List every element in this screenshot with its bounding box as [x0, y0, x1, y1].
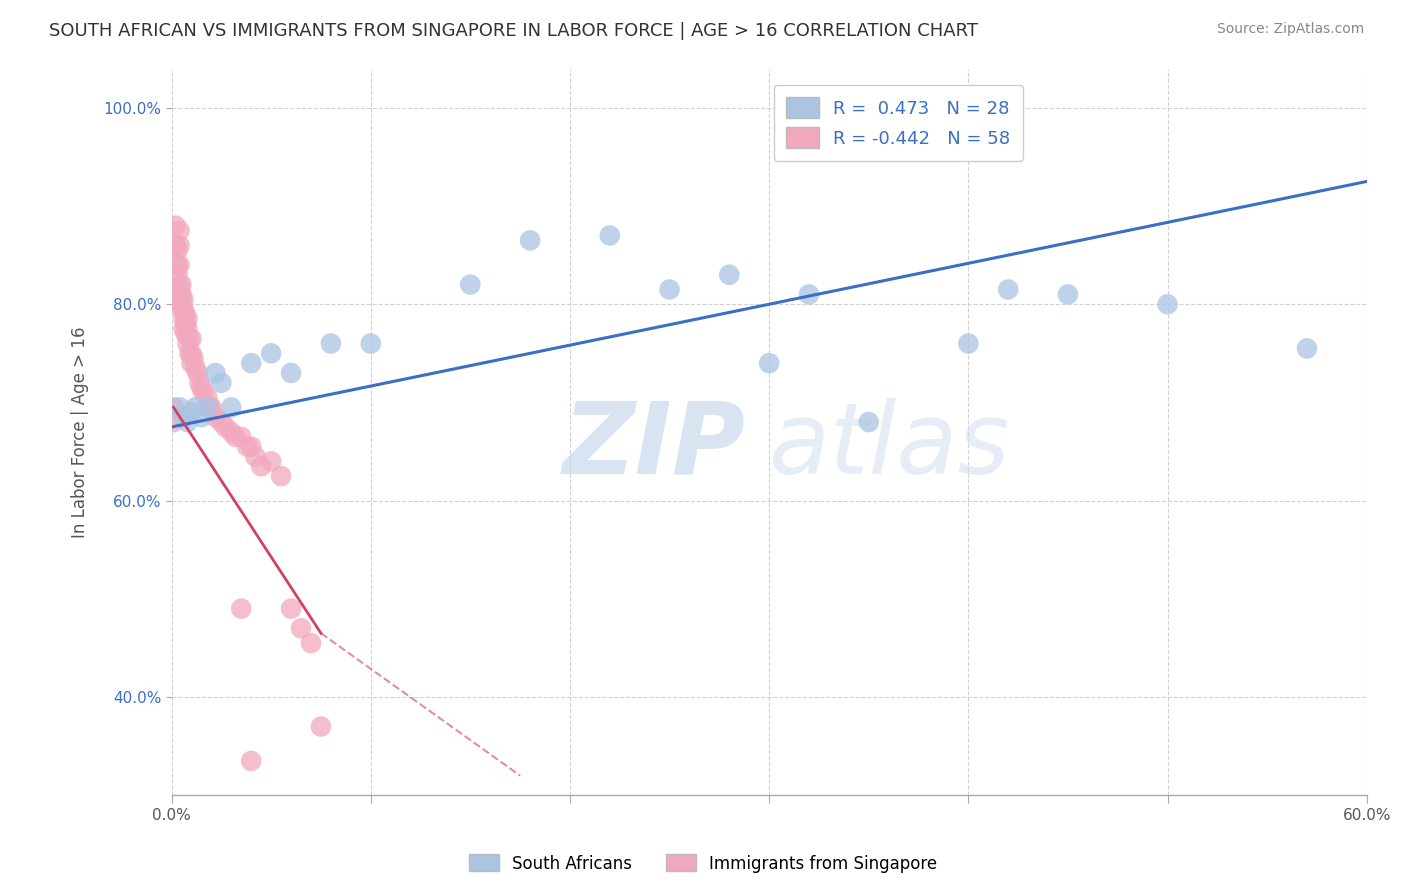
Point — [173, 410, 195, 425]
Point — [166, 268, 188, 282]
Point — [188, 376, 211, 390]
Point — [658, 283, 681, 297]
Point — [209, 415, 232, 429]
Point — [162, 415, 184, 429]
Point — [170, 302, 193, 317]
Point — [170, 287, 193, 301]
Point — [997, 283, 1019, 297]
Point — [176, 336, 198, 351]
Y-axis label: In Labor Force | Age > 16: In Labor Force | Age > 16 — [72, 326, 89, 538]
Text: ZIP: ZIP — [562, 398, 745, 495]
Point — [169, 223, 191, 237]
Point — [197, 391, 219, 405]
Point — [797, 287, 820, 301]
Point — [1156, 297, 1178, 311]
Point — [166, 244, 188, 258]
Point — [176, 312, 198, 326]
Point — [758, 356, 780, 370]
Point — [299, 636, 322, 650]
Point — [173, 322, 195, 336]
Point — [166, 258, 188, 272]
Point — [180, 356, 202, 370]
Point — [180, 346, 202, 360]
Point — [209, 376, 232, 390]
Point — [198, 401, 221, 415]
Point — [174, 307, 197, 321]
Text: atlas: atlas — [769, 398, 1011, 495]
Point — [176, 322, 198, 336]
Point — [858, 415, 880, 429]
Point — [162, 401, 184, 415]
Point — [250, 459, 273, 474]
Point — [170, 277, 193, 292]
Point — [169, 258, 191, 272]
Point — [184, 401, 207, 415]
Point — [204, 410, 226, 425]
Point — [214, 420, 236, 434]
Point — [221, 425, 243, 439]
Point — [231, 430, 253, 444]
Point — [245, 450, 267, 464]
Point — [280, 601, 302, 615]
Point — [460, 277, 482, 292]
Point — [599, 228, 621, 243]
Point — [179, 332, 201, 346]
Point — [180, 332, 202, 346]
Point — [240, 356, 263, 370]
Point — [190, 381, 212, 395]
Point — [1057, 287, 1080, 301]
Point — [221, 401, 243, 415]
Point — [197, 401, 219, 415]
Point — [200, 401, 222, 415]
Point — [173, 293, 195, 307]
Point — [236, 440, 259, 454]
Point — [173, 302, 195, 317]
Point — [173, 312, 195, 326]
Point — [184, 361, 207, 376]
Point — [319, 336, 342, 351]
Point — [190, 410, 212, 425]
Point — [260, 346, 283, 360]
Point — [360, 336, 382, 351]
Point — [1296, 342, 1319, 356]
Point — [240, 440, 263, 454]
Point — [204, 366, 226, 380]
Point — [957, 336, 980, 351]
Point — [519, 233, 541, 247]
Point — [309, 720, 332, 734]
Point — [179, 346, 201, 360]
Legend: South Africans, Immigrants from Singapore: South Africans, Immigrants from Singapor… — [463, 847, 943, 880]
Point — [270, 469, 292, 483]
Point — [170, 297, 193, 311]
Point — [169, 238, 191, 252]
Point — [180, 405, 202, 419]
Point — [169, 401, 191, 415]
Legend: R =  0.473   N = 28, R = -0.442   N = 58: R = 0.473 N = 28, R = -0.442 N = 58 — [773, 85, 1024, 161]
Point — [165, 219, 187, 233]
Point — [174, 317, 197, 331]
Point — [290, 621, 312, 635]
Point — [165, 238, 187, 252]
Point — [240, 754, 263, 768]
Point — [718, 268, 741, 282]
Text: Source: ZipAtlas.com: Source: ZipAtlas.com — [1216, 22, 1364, 37]
Point — [224, 430, 246, 444]
Point — [186, 366, 208, 380]
Point — [176, 415, 198, 429]
Point — [260, 454, 283, 468]
Point — [169, 277, 191, 292]
Text: SOUTH AFRICAN VS IMMIGRANTS FROM SINGAPORE IN LABOR FORCE | AGE > 16 CORRELATION: SOUTH AFRICAN VS IMMIGRANTS FROM SINGAPO… — [49, 22, 979, 40]
Point — [193, 385, 215, 400]
Point — [174, 326, 197, 341]
Point — [280, 366, 302, 380]
Point — [231, 601, 253, 615]
Point — [170, 293, 193, 307]
Point — [183, 351, 205, 366]
